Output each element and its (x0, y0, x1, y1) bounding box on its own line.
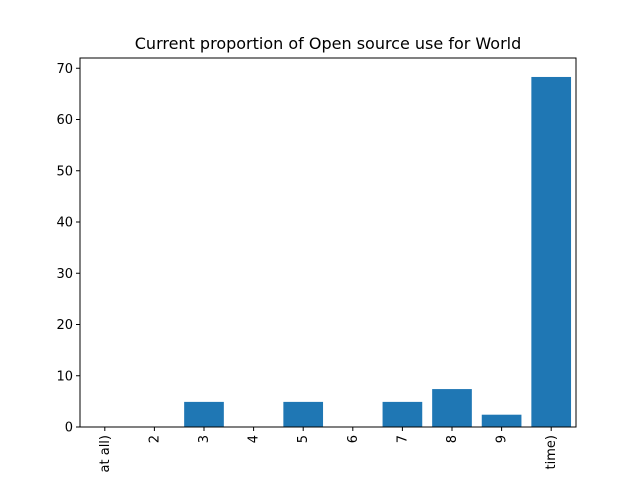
x-tick-label: 4 (247, 435, 262, 443)
bar (283, 401, 324, 427)
bar (531, 76, 572, 428)
bar (481, 414, 522, 427)
x-axis: at all) 2 3 4 5 6 7 8 9 time) (98, 427, 559, 472)
y-tick-label: 30 (56, 267, 73, 282)
y-tick-label: 50 (56, 164, 73, 179)
chart-title: Current proportion of Open source use fo… (135, 34, 522, 53)
x-tick-label: 3 (197, 435, 212, 443)
x-tick-label: 8 (445, 435, 460, 443)
x-tick-label: time) (544, 435, 559, 469)
bar (382, 401, 423, 427)
y-tick-label: 40 (56, 216, 73, 231)
x-tick-label: 7 (395, 435, 410, 443)
bar (432, 389, 472, 427)
x-tick-label: 6 (346, 435, 361, 443)
y-tick-label: 70 (56, 62, 73, 77)
y-tick-label: 60 (56, 113, 73, 128)
y-axis: 0 10 20 30 40 50 60 70 (56, 62, 80, 436)
x-tick-label: 5 (296, 435, 311, 443)
x-tick-label: 9 (495, 435, 510, 443)
y-tick-label: 10 (56, 369, 73, 384)
x-tick-label: 2 (147, 435, 162, 443)
y-tick-label: 0 (65, 421, 73, 436)
bar (184, 401, 224, 427)
x-tick-label: at all) (98, 435, 113, 472)
y-tick-label: 20 (56, 318, 73, 333)
bars (184, 76, 572, 428)
plot-frame (79, 57, 577, 428)
